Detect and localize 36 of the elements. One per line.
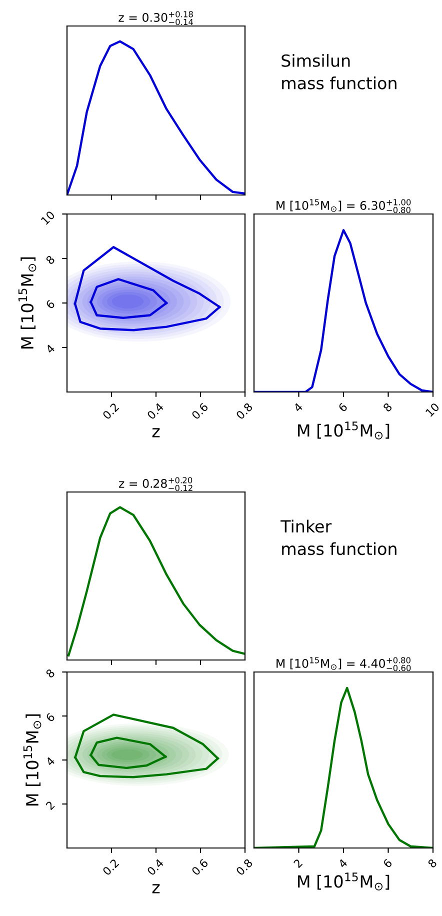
text: Simsilun mass function xyxy=(282,54,396,90)
y-tick-label: 2 xyxy=(45,800,55,810)
x-axis-title: M [10$^{15}$M$_{⊙}$] xyxy=(298,422,390,440)
y-tick-label: 8 xyxy=(45,668,56,678)
y-axis-title: M [10$^{15}$M$_{⊙}$] xyxy=(23,714,42,806)
x-tick-label: 8 xyxy=(382,402,392,412)
x-tick-label: 6 xyxy=(382,858,393,868)
x-tick-label: 0.2 xyxy=(102,858,120,876)
x-tick-label: 0.4 xyxy=(146,402,164,420)
x-tick-label: 6 xyxy=(338,402,348,412)
y-tick-label: 4 xyxy=(45,756,56,766)
x-tick-label: 4 xyxy=(338,858,348,868)
x-tick-label: 10 xyxy=(425,402,440,417)
x-axis-title: M [10$^{15}$M$_{⊙}$] xyxy=(298,872,390,890)
x-tick-label: 8 xyxy=(427,858,438,868)
chart-title: z = 0.30$^{+0.18}$$_{−0.14}$ xyxy=(118,11,194,26)
y-tick-label: 8 xyxy=(45,254,56,265)
x-tick-label: 4 xyxy=(293,402,303,412)
x-axis-title: z xyxy=(152,884,160,894)
x-tick-label: 0.4 xyxy=(146,858,164,876)
x-tick-label: 0.6 xyxy=(191,858,209,876)
x-tick-label: 0.2 xyxy=(102,402,120,420)
chart-title: z = 0.28$^{+0.20}$$_{−0.12}$ xyxy=(118,477,192,492)
y-tick-label: 10 xyxy=(40,210,56,225)
text: Tinker mass function xyxy=(280,520,396,556)
chart-title: M [10$^{15}$M$_{⊙}$] = 6.30$^{+1.00}$$_{−0.80}$ xyxy=(276,199,411,214)
y-axis-title: M [10$^{15}$M$_{⊙}$] xyxy=(18,257,36,348)
x-tick-label: 0.8 xyxy=(236,858,253,876)
chart-title: M [10$^{15}$M$_{⊙}$] = 4.40$^{+0.80}$$_{−0.60}$ xyxy=(276,657,411,672)
y-tick-label: 4 xyxy=(45,344,56,354)
y-tick-label: 6 xyxy=(45,712,56,722)
x-axis-title: z xyxy=(152,428,160,438)
x-tick-label: 0.8 xyxy=(236,402,253,420)
y-tick-label: 6 xyxy=(45,299,56,310)
x-tick-label: 0.6 xyxy=(191,402,209,420)
x-tick-label: 2 xyxy=(293,858,303,868)
